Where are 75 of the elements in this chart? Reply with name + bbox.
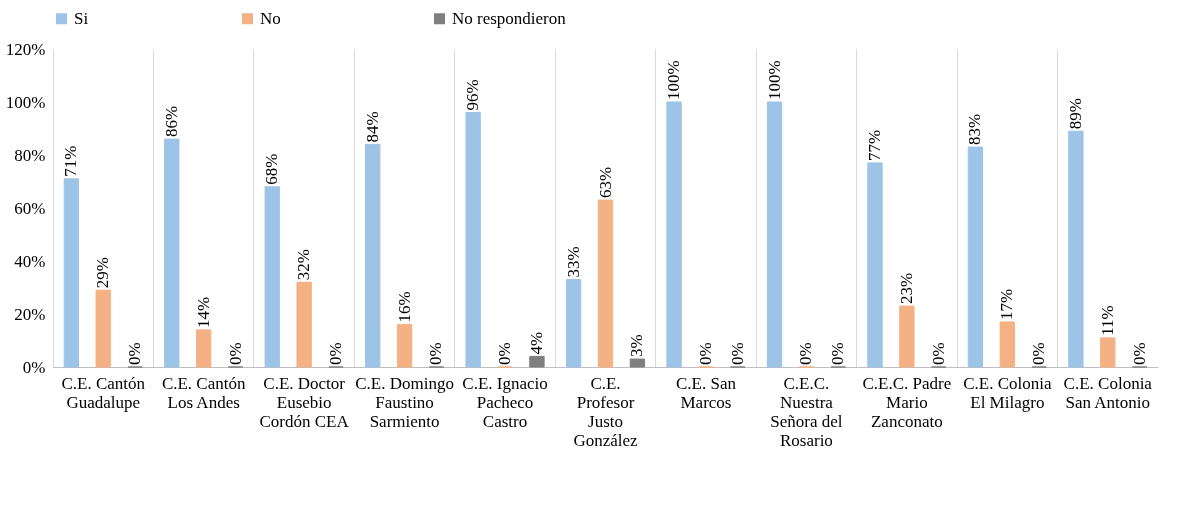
data-label: 32%	[294, 249, 314, 281]
data-label: 11%	[1097, 305, 1117, 336]
bar	[867, 162, 883, 368]
bar	[63, 178, 80, 368]
x-tick-label: C.E.C. Padre Mario Zanconato	[862, 373, 952, 431]
bar	[365, 143, 381, 368]
x-tick-label: C.E. Profesor Justo González	[573, 373, 639, 450]
data-label: 0%	[125, 342, 145, 365]
y-tick-label: 100%	[5, 92, 46, 112]
data-label: 71%	[61, 145, 81, 177]
data-label: 63%	[595, 166, 615, 199]
bar	[597, 199, 614, 368]
data-label: 29%	[93, 256, 113, 289]
data-label: 100%	[764, 60, 784, 100]
data-label: 0%	[1029, 342, 1049, 365]
bar	[296, 281, 312, 368]
bar	[529, 355, 545, 368]
bar	[967, 146, 984, 368]
legend-label: Si	[74, 8, 89, 28]
data-label: 0%	[828, 342, 848, 365]
data-label: 0%	[225, 342, 245, 365]
data-label: 0%	[326, 342, 346, 365]
data-label: 0%	[928, 342, 948, 365]
bar	[899, 305, 915, 368]
x-tick-label: C.E. Domingo Faustino Sarmiento	[355, 373, 454, 431]
x-tick-label: C.E. Ignacio Pacheco Castro	[462, 373, 548, 431]
legend-label: No respondieron	[452, 8, 567, 28]
bar	[264, 186, 280, 368]
y-tick-label: 40%	[14, 251, 46, 271]
data-label: 0%	[426, 342, 446, 365]
data-label: 0%	[1129, 342, 1149, 365]
data-label: 0%	[796, 342, 816, 365]
data-label: 96%	[463, 79, 483, 111]
data-label: 17%	[997, 288, 1017, 320]
data-label: 86%	[161, 105, 181, 138]
bar	[629, 358, 646, 368]
bar	[95, 289, 111, 368]
y-tick-label: 60%	[14, 198, 46, 218]
data-label: 100%	[664, 60, 684, 100]
bar	[1100, 337, 1116, 368]
data-label: 16%	[394, 291, 414, 323]
x-tick-label: C.E. Colonia El Milagro	[963, 373, 1052, 412]
data-label: 68%	[262, 153, 282, 185]
data-label: 89%	[1065, 97, 1085, 130]
bar	[164, 138, 180, 368]
data-label: 0%	[495, 342, 515, 365]
bar	[565, 279, 582, 368]
data-label: 3%	[627, 334, 647, 358]
data-label: 0%	[727, 342, 747, 365]
data-label: 23%	[896, 272, 916, 305]
data-label: 33%	[563, 246, 583, 278]
bar	[766, 101, 783, 368]
data-label: 84%	[362, 111, 382, 143]
bar	[1068, 130, 1084, 368]
y-tick-label: 20%	[14, 304, 46, 324]
bar	[196, 329, 212, 368]
data-label: 14%	[193, 296, 213, 328]
bar	[396, 324, 413, 368]
data-label: 0%	[695, 342, 715, 365]
y-tick-label: 80%	[14, 145, 46, 165]
x-tick-label: C.E. Cantón Guadalupe	[61, 373, 146, 412]
data-label: 77%	[864, 129, 884, 161]
y-tick-label: 0%	[22, 357, 46, 377]
data-label: 83%	[965, 113, 985, 146]
data-label: 4%	[526, 331, 546, 355]
x-tick-label: C.E.C. Nuestra Señora del Rosario	[770, 373, 843, 450]
y-tick-label: 120%	[5, 39, 46, 59]
bar	[666, 101, 682, 368]
x-tick-label: C.E. Doctor Eusebio Cordón CEA	[259, 373, 350, 431]
x-tick-label: C.E. San Marcos	[675, 373, 737, 412]
x-tick-label: C.E. Colonia San Antonio	[1063, 373, 1153, 412]
bar	[465, 112, 481, 368]
legend-label: No	[260, 8, 281, 28]
bar	[999, 321, 1015, 368]
x-tick-label: C.E. Cantón Los Andes	[161, 373, 246, 412]
